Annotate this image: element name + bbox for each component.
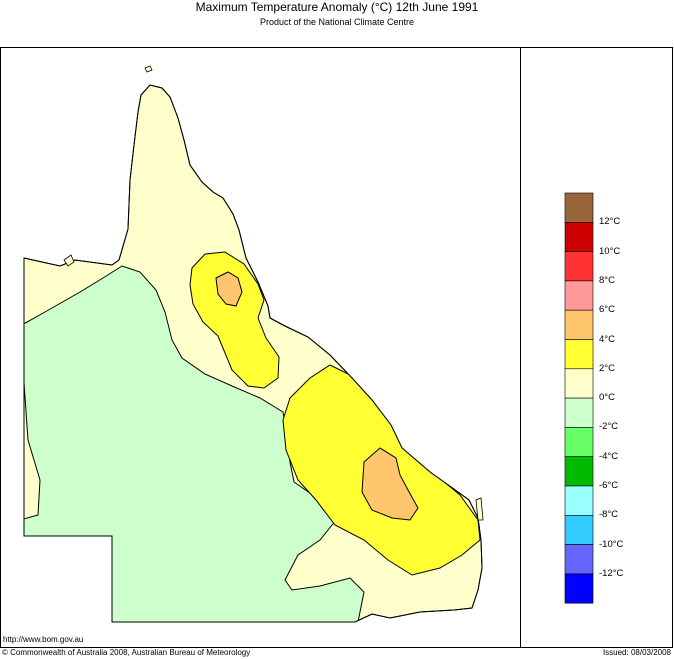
legend-label: -12°C [599, 567, 624, 579]
legend-swatch [564, 397, 594, 428]
legend-swatch [564, 544, 594, 575]
legend-swatch [564, 192, 594, 223]
legend-label: -10°C [599, 538, 624, 550]
legend-swatch [564, 514, 594, 545]
issued-date: Issued: 08/03/2008 [602, 648, 671, 657]
legend-label: 6°C [599, 304, 615, 316]
legend-label: -6°C [599, 480, 619, 491]
island [144, 65, 153, 73]
legend-label: 12°C [599, 216, 621, 228]
legend-swatch [564, 427, 594, 457]
legend-swatch [564, 309, 594, 340]
legend-swatch [564, 222, 594, 252]
legend-label: 10°C [599, 245, 621, 257]
map-title: Maximum Temperature Anomaly (°C) 12th Ju… [195, 0, 479, 14]
legend-divider [520, 47, 521, 648]
legend-swatch [564, 339, 594, 370]
legend-swatch [564, 485, 594, 516]
copyright-text: © Commonwealth of Australia 2008, Austra… [2, 648, 251, 657]
legend-label: 8°C [599, 274, 615, 286]
legend-swatch [564, 368, 594, 399]
legend-label: -4°C [599, 450, 619, 462]
legend-label: 4°C [599, 333, 615, 345]
legend-label: -2°C [599, 421, 619, 433]
legend-label: -8°C [599, 509, 619, 521]
legend-swatch [564, 251, 594, 282]
legend-label: 2°C [599, 362, 615, 374]
anomaly-zone-plus-4-north [215, 271, 243, 307]
legend-swatch [564, 573, 594, 604]
source-url: http://www.bom.gov.au [3, 635, 84, 644]
island [63, 254, 75, 267]
legend-color-bar [564, 192, 594, 604]
legend-label: 0°C [599, 392, 615, 404]
map-frame [0, 47, 673, 648]
legend-swatch [564, 280, 594, 311]
legend-swatch [564, 456, 594, 487]
map-subtitle: Product of the National Climate Centre [259, 17, 415, 27]
island [475, 497, 484, 521]
anomaly-zone-plus-2-north [189, 251, 280, 389]
coastline [23, 84, 483, 623]
anomaly-zone-plus-4-central [361, 447, 419, 521]
